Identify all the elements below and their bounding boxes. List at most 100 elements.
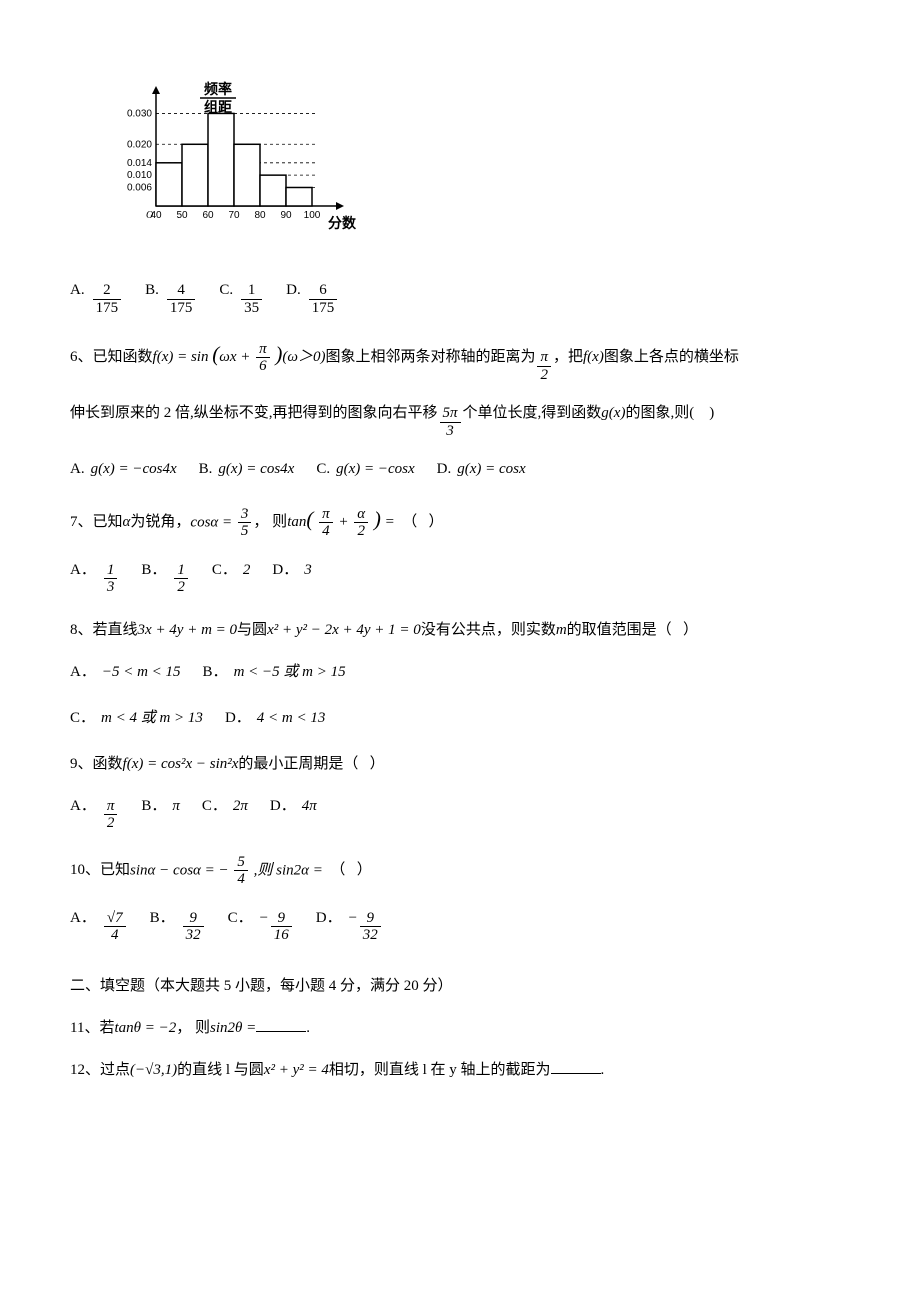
q-num: 8、 [70, 618, 93, 642]
q7-opt-b: B．12 [141, 558, 190, 596]
text: . [601, 1058, 605, 1082]
text: 已知函数 [93, 345, 153, 369]
var: m [556, 618, 567, 642]
text: ） [429, 510, 444, 534]
text: 函数 [93, 752, 123, 776]
text: 为锐角， [130, 510, 190, 534]
text: 的取值范围是（ [567, 618, 672, 642]
q9-opt-b: B．π [141, 794, 180, 818]
q9-stem: 9、 函数 f(x) = cos²x − sin²x 的最小正周期是（ ） [70, 752, 850, 776]
opt-label: D． [225, 706, 251, 730]
q8-opt-a: A．−5 < m < 15 [70, 660, 181, 684]
expr: x² + y² = 4 [264, 1058, 329, 1082]
q8-opt-c: C．m < 4 或 m > 13 [70, 706, 203, 730]
section-2-title: 二、填空题（本大题共 5 小题，每小题 4 分，满分 20 分） [70, 974, 850, 998]
svg-text:0.010: 0.010 [127, 170, 152, 181]
fill-blank [256, 1016, 306, 1032]
q6-stem-cont: 伸长到原来的 2 倍,纵坐标不变,再把得到的图象向右平移 5π3 个单位长度,得… [70, 401, 850, 439]
fraction: √74 [104, 910, 126, 944]
q7-opt-a: A． 13 [70, 558, 119, 596]
text: （ [402, 510, 417, 534]
text: ） [370, 752, 385, 776]
svg-text:90: 90 [280, 210, 292, 221]
sign: − [348, 906, 358, 930]
q-num: 9、 [70, 752, 93, 776]
fraction: 4175 [167, 282, 196, 316]
expr: 3x + 4y + m = 0 [138, 618, 238, 642]
svg-text:O: O [146, 210, 153, 221]
q10-opt-a: A．√74 [70, 906, 128, 944]
svg-text:60: 60 [202, 210, 214, 221]
expr: g(x) = cosx [457, 457, 525, 481]
q6-opt-c: C.g(x) = −cosx [316, 457, 414, 481]
opt-label: A． [70, 558, 96, 582]
q10-opt-c: C．−916 [228, 906, 294, 944]
q11-stem: 11、 若 tanθ = −2 ， 则 sin2θ = . [70, 1016, 850, 1040]
q7-stem: 7、 已知 α 为锐角， cosα = 35 ， 则 tan( π4 + α2 … [70, 503, 850, 540]
expr: 4 < m < 13 [257, 706, 326, 730]
q9-opt-a: A．π2 [70, 794, 119, 832]
opt-label: D． [316, 906, 342, 930]
opt-label: D. [437, 457, 452, 481]
text: 若直线 [93, 618, 138, 642]
opt-label: C． [212, 558, 237, 582]
sign: − [259, 906, 269, 930]
expr: f(x) = sin (ωx + π6 )(ω＞0) [153, 338, 326, 375]
opt-label: C． [228, 906, 253, 930]
fraction: π4 [319, 506, 333, 540]
val: 2 [243, 558, 251, 582]
q9-options: A．π2 B．π C．2π D．4π [70, 794, 850, 832]
q6-opt-a: A.g(x) = −cos4x [70, 457, 177, 481]
q10-stem: 10、 已知 sinα − cosα = − 54 ,则 sin2α = （ ） [70, 854, 850, 888]
text: ) [709, 401, 714, 425]
opt-label: C. [219, 278, 233, 302]
text: （ [330, 858, 345, 882]
histogram-chart: 频率组距0.0300.0200.0140.0100.00640506070809… [100, 80, 850, 248]
q-num: 10、 [70, 858, 100, 882]
expr: sinα − cosα = − 54 ,则 sin2α = [130, 854, 323, 888]
fraction: 6175 [309, 282, 338, 316]
q-num: 12、 [70, 1058, 100, 1082]
svg-text:0.030: 0.030 [127, 108, 152, 119]
q7-opt-c: C．2 [212, 558, 251, 582]
svg-text:0.006: 0.006 [127, 182, 152, 193]
val: 4π [302, 794, 317, 818]
text: 图象上相邻两条对称轴的距离为 [325, 345, 535, 369]
text: 的最小正周期是（ [238, 752, 358, 776]
fraction: 13 [104, 562, 118, 596]
expr: cosα = 35 [190, 506, 253, 540]
svg-text:100: 100 [304, 210, 321, 221]
opt-label: D． [270, 794, 296, 818]
opt-label: C. [316, 457, 330, 481]
expr: g(x) [601, 401, 625, 425]
opt-label: B． [141, 558, 166, 582]
q10-opt-b: B．932 [150, 906, 206, 944]
text: ， 则 [253, 510, 287, 534]
opt-label: A． [70, 660, 96, 684]
svg-text:80: 80 [254, 210, 266, 221]
opt-label: B. [199, 457, 213, 481]
q5-options: A.2175 B.4175 C.135 D.6175 [70, 278, 850, 316]
q5-opt-a: A.2175 [70, 278, 123, 316]
expr: (−√3,1) [130, 1058, 177, 1082]
expr: sin2θ = [210, 1016, 256, 1040]
opt-label: A. [70, 457, 85, 481]
val: π [172, 794, 180, 818]
text: 的图象,则( [625, 401, 694, 425]
expr: f(x) = cos²x − sin²x [123, 752, 239, 776]
fraction: 916 [271, 910, 292, 944]
text: 与圆 [237, 618, 267, 642]
text: 过点 [100, 1058, 130, 1082]
text: 已知 [93, 510, 123, 534]
svg-text:50: 50 [176, 210, 188, 221]
svg-text:0.020: 0.020 [127, 139, 152, 150]
text: ， 则 [176, 1016, 210, 1040]
histogram-svg: 频率组距0.0300.0200.0140.0100.00640506070809… [100, 80, 370, 240]
q8-stem: 8、 若直线 3x + 4y + m = 0 与圆 x² + y² − 2x +… [70, 618, 850, 642]
expr: g(x) = cos4x [218, 457, 294, 481]
fraction: π2 [537, 349, 551, 383]
opt-label: B． [141, 794, 166, 818]
text: 若 [99, 1016, 114, 1040]
text: . [306, 1016, 310, 1040]
fraction: 135 [241, 282, 262, 316]
